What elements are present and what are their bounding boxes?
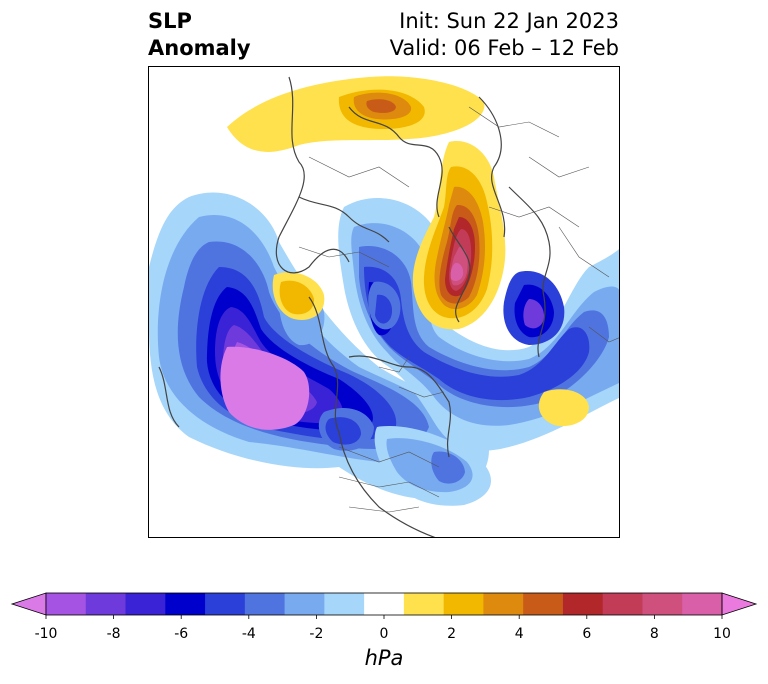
colorbar-cell [324,593,365,615]
title-line-1: SLP [148,9,192,33]
colorbar-tick-label: 8 [649,626,659,642]
colorbar-cell [85,593,127,615]
colorbar-tick-label: 6 [582,626,592,642]
colorbar-cell [284,593,325,615]
colorbar-tick-label: 0 [379,626,389,642]
negative-anomaly-contours [149,192,619,506]
map-title: SLP Anomaly [148,8,251,62]
colorbar-cell [403,593,445,615]
colorbar-cell [602,593,643,615]
colorbar-tick-label: -4 [241,626,256,642]
valid-range: Valid: 06 Feb – 12 Feb [389,36,619,60]
colorbar-cell [523,593,564,615]
coastlines [158,76,551,537]
colorbar-extend-max [721,592,758,616]
anomaly-map [148,66,620,538]
colorbar-tick-label: 4 [514,626,524,642]
colorbar-cell [483,593,524,615]
colorbar-cell [642,593,683,615]
colorbar-cell [682,593,723,615]
date-info: Init: Sun 22 Jan 2023 Valid: 06 Feb – 12… [390,8,619,62]
colorbar-tick-label: -2 [309,626,324,642]
colorbar-cell [364,593,405,615]
colorbar-units: hPa [364,646,404,670]
colorbar-tick-marks [45,615,723,619]
country-borders [298,106,619,513]
colorbar-tick-label: 10 [713,626,731,642]
colorbar-tick-label: -8 [106,626,121,642]
init-date: Init: Sun 22 Jan 2023 [399,9,619,33]
title-line-2: Anomaly [148,36,251,60]
colorbar-tick-label: -6 [174,626,189,642]
colorbar [10,592,758,619]
colorbar-cell [165,593,206,615]
colorbar-cell [562,593,604,615]
map-canvas [149,76,619,537]
colorbar-extend-min [10,592,47,616]
colorbar-cell [205,593,246,615]
colorbar-tick-label: -10 [34,626,58,642]
colorbar-cell [125,593,166,615]
colorbar-tick-label: 2 [447,626,457,642]
colorbar-cell [244,593,286,615]
colorbar-cells [10,592,758,616]
colorbar-cell [443,593,484,615]
colorbar-cell [46,593,87,615]
